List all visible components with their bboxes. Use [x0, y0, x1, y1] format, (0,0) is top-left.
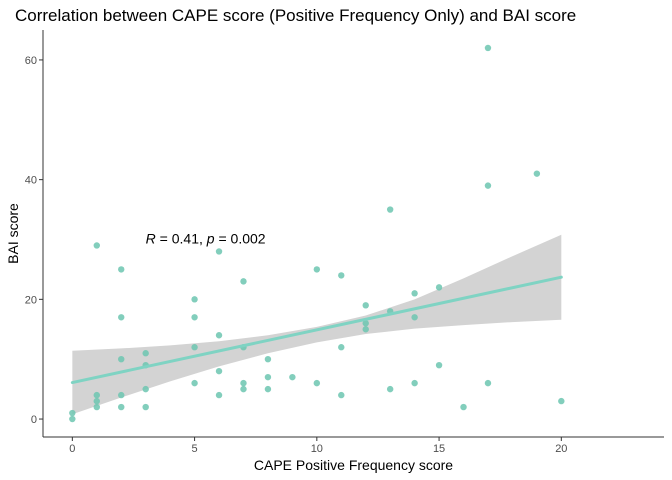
- data-point: [411, 314, 418, 321]
- data-point: [484, 44, 492, 52]
- x-tick-label: 20: [555, 443, 567, 455]
- regression-line: [70, 275, 563, 385]
- y-tick-label: 20: [25, 294, 37, 306]
- annotation-r-symbol: R: [146, 230, 156, 246]
- data-point: [264, 373, 272, 381]
- data-point: [215, 367, 223, 375]
- data-point: [118, 314, 125, 321]
- x-tick-label: 5: [192, 443, 198, 455]
- data-point: [386, 385, 394, 393]
- data-point: [362, 302, 369, 309]
- data-point: [411, 379, 418, 387]
- correlation-annotation: R = 0.41, p = 0.002: [146, 230, 266, 246]
- data-point: [386, 206, 394, 213]
- data-point: [484, 379, 492, 387]
- x-tick-label: 10: [311, 443, 323, 455]
- data-point: [191, 314, 198, 321]
- data-point: [118, 355, 125, 363]
- x-ticks: 0 5 10 15 20: [69, 437, 567, 455]
- data-point: [142, 403, 149, 411]
- data-point: [338, 344, 345, 351]
- data-point: [533, 170, 541, 177]
- y-tick-label: 40: [25, 175, 37, 187]
- x-tick-label: 0: [69, 443, 75, 455]
- annotation-r-text: = 0.41,: [156, 230, 207, 246]
- data-point: [93, 242, 100, 249]
- data-point: [240, 278, 247, 285]
- data-point: [191, 296, 198, 303]
- y-axis-title: BAI score: [5, 203, 21, 264]
- y-tick-label: 0: [31, 414, 37, 426]
- data-point: [191, 344, 198, 351]
- data-point: [215, 248, 223, 255]
- y-tick-label: 60: [25, 55, 37, 67]
- data-point: [411, 290, 418, 297]
- data-point: [264, 385, 272, 393]
- data-point: [118, 391, 125, 399]
- x-tick-label: 15: [433, 443, 445, 455]
- data-point: [313, 266, 321, 273]
- data-point: [215, 391, 223, 399]
- chart-title: Correlation between CAPE score (Positive…: [15, 6, 576, 25]
- data-point: [191, 379, 198, 387]
- data-point: [93, 391, 100, 399]
- data-point: [118, 403, 125, 411]
- annotation-p-symbol: p: [206, 230, 215, 246]
- data-point: [338, 391, 345, 399]
- data-point: [558, 397, 565, 405]
- annotation-p-text: = 0.002: [215, 230, 266, 246]
- data-point: [240, 379, 247, 387]
- data-point: [460, 403, 467, 411]
- data-point: [142, 350, 149, 357]
- plot-area: R = 0.41, p = 0.002: [69, 44, 565, 423]
- data-point: [289, 373, 296, 381]
- points-layer: [69, 44, 565, 423]
- data-point: [240, 385, 247, 393]
- data-point: [313, 379, 321, 387]
- data-point: [435, 284, 443, 291]
- x-axis-title: CAPE Positive Frequency score: [254, 457, 453, 473]
- y-ticks: 0 20 40 60: [25, 55, 43, 426]
- data-point: [215, 332, 223, 339]
- data-point: [93, 397, 100, 405]
- data-point: [362, 320, 369, 327]
- data-point: [118, 266, 125, 273]
- data-point: [484, 182, 492, 189]
- axes: 0 5 10 15 20 0 20 40 60: [25, 30, 664, 455]
- data-point: [362, 326, 369, 333]
- data-point: [264, 355, 272, 363]
- data-point: [69, 415, 76, 423]
- data-point: [93, 403, 100, 411]
- confidence-band: [72, 234, 562, 415]
- data-point: [69, 409, 76, 417]
- data-point: [338, 272, 345, 279]
- data-point: [142, 385, 149, 393]
- data-point: [435, 361, 443, 369]
